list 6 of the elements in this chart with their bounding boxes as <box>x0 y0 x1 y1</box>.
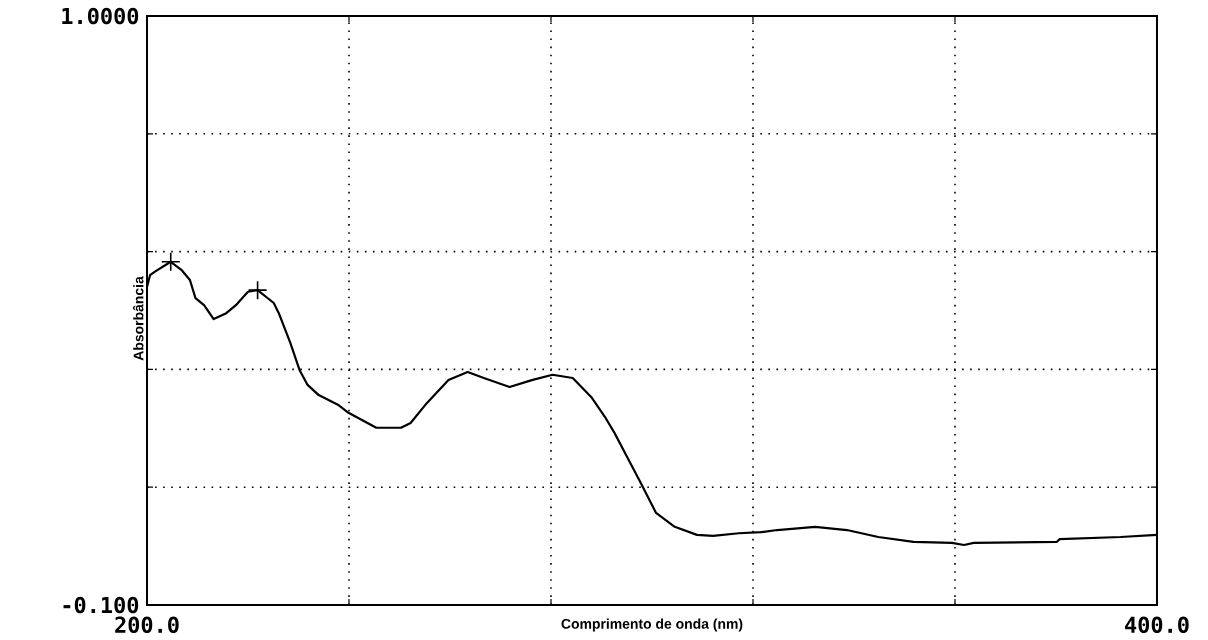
y-tick-label: -0.100 <box>63 596 139 614</box>
x-tick-label: 200.0 <box>115 616 179 634</box>
y-axis-title: Absorbância <box>132 276 144 361</box>
y-tick-label: 1.0000 <box>62 7 139 25</box>
x-axis-title: Comprimento de onda (nm) <box>561 618 743 632</box>
x-tick-label: 400.0 <box>1125 616 1189 634</box>
